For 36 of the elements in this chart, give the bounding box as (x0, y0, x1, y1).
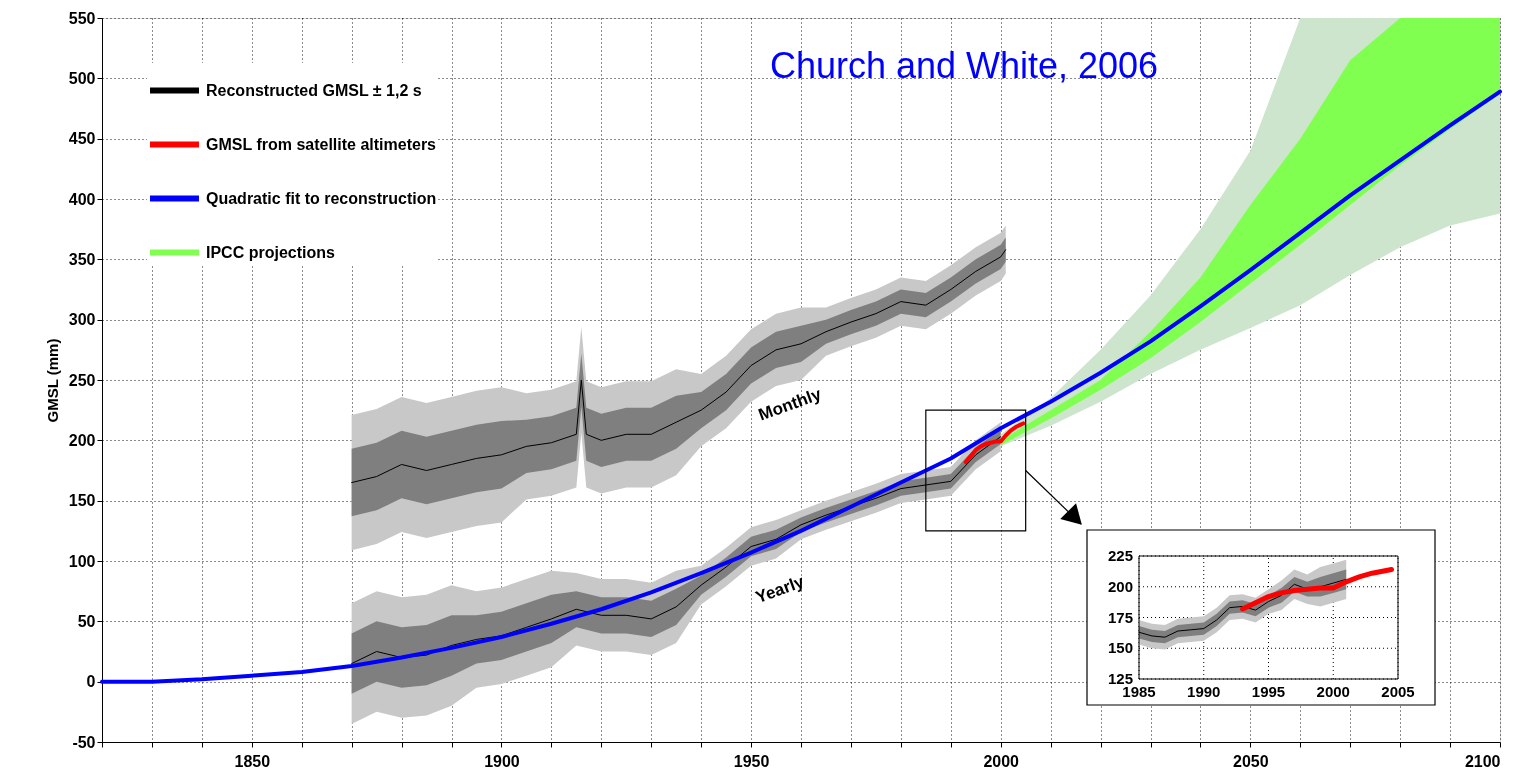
y-tick-label: 400 (68, 190, 96, 208)
y-tick-label: 225 (1107, 547, 1133, 564)
x-tick-label: 2100 (1464, 752, 1501, 770)
x-tick-label: 1990 (1187, 683, 1221, 700)
legend-label: Quadratic fit to reconstruction (206, 189, 437, 207)
text: Church and White, 2006 (769, 45, 1159, 86)
annotation: Yearly (753, 571, 808, 608)
y-tick-label: 150 (1107, 639, 1133, 657)
y-tick-label: 350 (68, 250, 96, 268)
x-tick-label: 1995 (1251, 683, 1286, 700)
y-tick-label: -50 (72, 733, 96, 751)
y-tick-label: 250 (68, 371, 96, 389)
x-tick-label: 2050 (1233, 752, 1269, 770)
y-tick-label: 175 (1107, 608, 1133, 626)
x-tick-label: 2000 (1316, 683, 1350, 700)
line-series (963, 421, 1026, 465)
y-tick-label: 0 (86, 673, 96, 691)
y-tick-label: 550 (68, 9, 96, 27)
x-tick-label: 2005 (1381, 683, 1415, 700)
y-tick-label: 50 (77, 612, 96, 630)
y-tick-label: 450 (68, 130, 96, 148)
legend-label: GMSL from satellite altimeters (206, 135, 437, 153)
x-tick-label: 2000 (983, 752, 1020, 770)
y-tick-label: 100 (68, 552, 96, 570)
y-tick-label: 150 (68, 492, 96, 510)
x-tick-label: 1950 (733, 752, 770, 770)
y-tick-label: 500 (68, 69, 96, 87)
line-series (351, 249, 1007, 484)
x-tick-label: 1900 (484, 752, 520, 770)
y-tick-label: 200 (1107, 577, 1133, 595)
y-tick-label: 300 (68, 311, 96, 329)
legend-label: Reconstructed GMSL ± 1,2 s (206, 81, 422, 99)
legend-label: IPCC projections (206, 243, 336, 261)
y-tick-label: 200 (68, 431, 96, 449)
y-axis-title: GMSL (mm) (43, 338, 61, 423)
x-tick-label: 1850 (234, 752, 271, 770)
